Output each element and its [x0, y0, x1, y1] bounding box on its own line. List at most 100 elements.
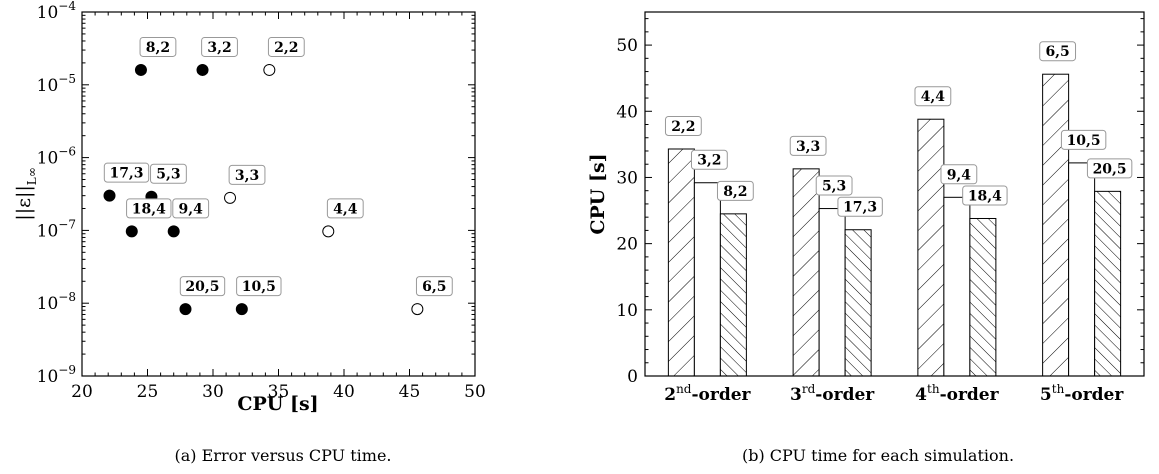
scatter-point-label: 2,2	[267, 36, 305, 57]
scatter-point-label-box	[415, 276, 453, 297]
bar-18-4	[969, 217, 997, 377]
scatter-y-tick-exponent: −6	[58, 145, 76, 159]
bar-y-tick-label: 40	[616, 102, 638, 122]
bar-value-label-text: 10,5	[1067, 133, 1101, 149]
scatter-point-label-text: 4,4	[333, 201, 358, 217]
bar-value-label-text: 3,2	[697, 153, 721, 169]
bar-y-tick-label: 50	[616, 36, 638, 56]
bar-17-3	[844, 229, 872, 377]
bar-value-label-box	[789, 135, 827, 156]
scatter-point-17-3	[103, 189, 116, 202]
scatter-point-label-box	[139, 36, 177, 57]
bar-value-label: 9,4	[940, 164, 978, 185]
scatter-y-tick-exponent: −9	[58, 363, 76, 377]
scatter-point-label: 8,2	[139, 36, 177, 57]
scatter-point-label-text: 17,3	[109, 166, 143, 182]
scatter-y-tick-label: 10−9	[37, 363, 76, 387]
bar-category-suffix: -order	[815, 385, 875, 405]
bar-9-4	[943, 196, 971, 377]
bar-value-label-box	[690, 149, 728, 170]
bar-y-tick-label: 0	[627, 367, 638, 387]
bar-value-label-box	[962, 185, 1008, 206]
bar-5-3	[818, 208, 846, 377]
scatter-point-label-text: 10,5	[242, 279, 276, 295]
bar-category-superscript: nd	[676, 382, 692, 396]
bar-value-label-box	[1060, 129, 1107, 150]
scatter-y-tick-exponent: −4	[58, 0, 76, 13]
scatter-y-tick-label: 10−4	[37, 0, 77, 23]
bar-category-suffix: -order	[1064, 385, 1124, 405]
scatter-plot-frame	[81, 11, 476, 377]
scatter-y-tick-exponent: −5	[58, 72, 76, 86]
scatter-x-tick-label: 20	[71, 382, 93, 402]
bar-category-superscript: th	[927, 382, 940, 396]
scatter-x-tick-label: 45	[399, 382, 421, 402]
scatter-y-tick-base: 10	[37, 149, 59, 169]
bar-category-num: 3	[790, 385, 802, 405]
bar-category-suffix: -order	[692, 385, 752, 405]
scatter-point-18-4	[125, 225, 138, 238]
bar-value-label-text: 20,5	[1093, 161, 1127, 177]
bar-value-label: 3,3	[789, 135, 827, 156]
bar-10-5	[1068, 162, 1096, 377]
bar-value-label: 18,4	[962, 185, 1008, 206]
scatter-point-8-2	[134, 63, 147, 76]
bar-y-tick-label: 30	[616, 168, 638, 188]
bar-4-4	[917, 118, 945, 377]
bar-value-label-text: 8,2	[723, 184, 747, 200]
bar-value-label-box	[664, 115, 702, 136]
bar-category-num: 4	[915, 385, 927, 405]
scatter-y-tick-base: 10	[37, 76, 59, 96]
scatter-point-10-5	[235, 303, 248, 316]
scatter-point-label-text: 8,2	[146, 40, 170, 56]
bar-value-label-box	[716, 180, 754, 201]
scatter-point-2-2	[263, 63, 276, 76]
scatter-y-axis-label: ||ε||L∞	[13, 167, 39, 220]
scatter-y-tick-base: 10	[37, 367, 59, 387]
scatter-point-label-box	[179, 276, 226, 297]
bar-value-label: 6,5	[1039, 41, 1077, 62]
scatter-point-label: 17,3	[103, 162, 150, 183]
bar-y-tick-label: 10	[616, 301, 638, 321]
bar-category-label: 5th-order	[1040, 382, 1124, 405]
bar-category-label: 2nd-order	[664, 382, 751, 405]
bar-y-axis-label: CPU [s]	[587, 153, 609, 234]
scatter-y-tick-label: 10−8	[37, 290, 76, 314]
bar-value-label-text: 4,4	[921, 89, 946, 105]
scatter-point-label-text: 20,5	[185, 279, 219, 295]
scatter-point-label-box	[228, 164, 266, 185]
scatter-point-label-text: 9,4	[179, 201, 204, 217]
bar-value-label: 20,5	[1086, 158, 1133, 179]
bar-3-2	[693, 182, 721, 377]
scatter-y-tick-label: 10−5	[37, 72, 76, 96]
bar-value-label: 3,2	[690, 149, 728, 170]
scatter-point-label: 9,4	[172, 198, 210, 219]
scatter-point-label-text: 3,2	[207, 40, 231, 56]
scatter-point-label: 10,5	[236, 276, 282, 297]
scatter-point-label: 20,5	[179, 276, 226, 297]
bar-value-label: 8,2	[716, 180, 754, 201]
scatter-y-tick-exponent: −7	[58, 217, 76, 231]
scatter-point-label-text: 6,5	[422, 279, 446, 295]
scatter-point-4-4	[322, 225, 335, 238]
bar-value-label-text: 18,4	[968, 188, 1002, 204]
scatter-point-label: 18,4	[126, 198, 172, 219]
bar-value-label-box	[914, 86, 952, 107]
bar-category-superscript: rd	[802, 382, 816, 396]
scatter-point-label-box	[236, 276, 282, 297]
scatter-point-label: 3,3	[228, 164, 266, 185]
scatter-x-axis-label: CPU [s]	[237, 393, 318, 415]
bar-value-label-box	[940, 164, 978, 185]
scatter-y-axis-label-main: ||ε||	[13, 185, 35, 220]
scatter-x-tick-label: 25	[137, 382, 159, 402]
scatter-y-tick-label: 10−7	[37, 217, 76, 241]
scatter-point-label-text: 18,4	[132, 201, 166, 217]
scatter-point-20-5	[179, 303, 192, 316]
bar-value-label: 17,3	[837, 196, 883, 217]
bar-value-label-text: 2,2	[671, 119, 695, 135]
bar-6-5	[1042, 73, 1070, 377]
scatter-y-tick-base: 10	[37, 221, 59, 241]
bar-8-2	[719, 213, 747, 377]
